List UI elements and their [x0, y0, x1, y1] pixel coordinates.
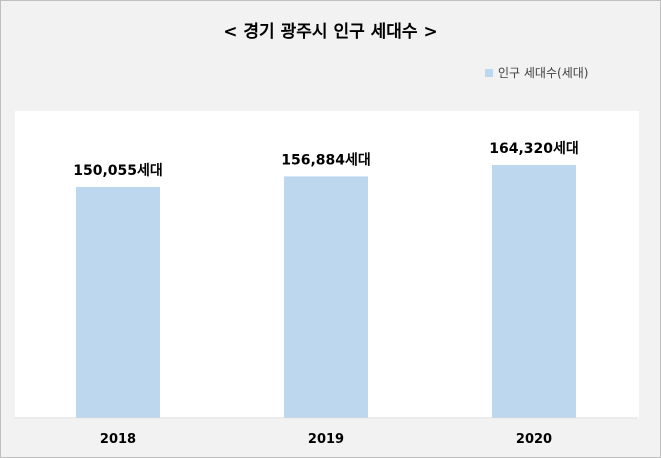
x-tick-label-2018: 2018: [100, 432, 136, 447]
bar-2019: [284, 176, 368, 418]
data-label-2019: 156,884세대: [281, 152, 371, 168]
x-tick-label-2020: 2020: [516, 432, 552, 447]
bar-2020: [492, 164, 576, 418]
bar-2018: [76, 186, 160, 418]
legend-swatch: [485, 68, 493, 77]
legend-label: 인구 세대수(세대): [498, 66, 589, 80]
data-label-2020: 164,320세대: [489, 141, 579, 157]
chart-title: < 경기 광주시 인구 세대수 >: [223, 22, 438, 42]
chart-legend: 인구 세대수(세대): [485, 64, 588, 81]
x-tick-label-2019: 2019: [308, 432, 344, 447]
data-label-2018: 150,055세대: [73, 163, 163, 179]
